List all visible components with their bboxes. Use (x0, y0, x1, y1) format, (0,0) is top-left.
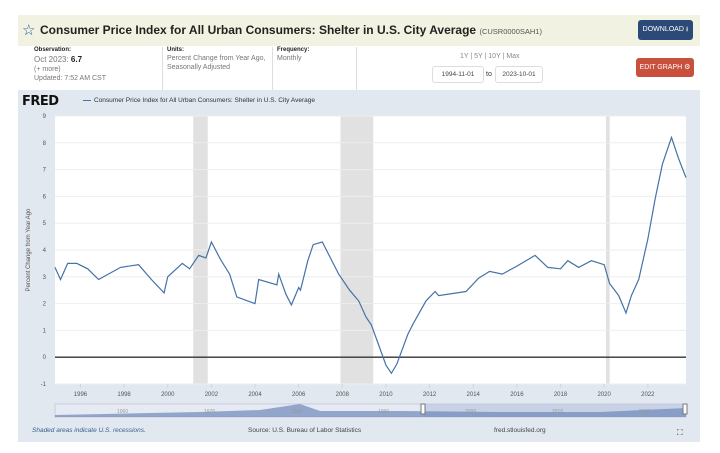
x-tick-label: 2004 (248, 392, 262, 398)
fred-logo: FRED (22, 94, 59, 109)
y-tick-label: 7 (43, 168, 47, 174)
navigator-label: 1970 (204, 409, 215, 415)
y-tick-label: 2 (43, 302, 47, 308)
more-link[interactable]: (+ more) (34, 66, 61, 73)
x-tick-label: 2022 (641, 392, 655, 398)
gear-icon: ⚙ (684, 64, 691, 71)
start-date-input[interactable]: 1994-11-01 (432, 66, 484, 83)
obs-value: 6.7 (70, 55, 83, 64)
series-id: (CUSR0000SAH1) (479, 27, 542, 36)
page-title: Consumer Price Index for All Urban Consu… (40, 23, 542, 37)
y-tick-label: -1 (41, 382, 47, 388)
navigator-label: 1960 (117, 409, 128, 415)
source: Source: U.S. Bureau of Labor Statistics (248, 427, 362, 434)
end-date-input[interactable]: 2023-10-01 (495, 66, 543, 83)
x-tick-label: 2012 (423, 392, 437, 398)
recession-note: Shaded areas indicate U.S. recessions. (32, 427, 146, 434)
download-icon: ⭳ (685, 26, 689, 33)
y-tick-label: 4 (43, 248, 47, 254)
y-axis-label: Percent Change from Year Ago (26, 208, 32, 291)
observation: Observation: Oct 2023: 6.7 (+ more) Upda… (34, 47, 106, 82)
legend: Consumer Price Index for All Urban Consu… (83, 97, 315, 104)
x-tick-label: 1998 (117, 392, 131, 398)
title-bar: ☆ Consumer Price Index for All Urban Con… (18, 15, 700, 46)
navigator-label: 2010 (552, 409, 563, 415)
x-tick-label: 2002 (205, 392, 219, 398)
x-tick-label: 2006 (292, 392, 306, 398)
x-tick-label: 2020 (597, 392, 611, 398)
to-label: to (486, 71, 492, 78)
y-tick-label: 1 (43, 328, 47, 334)
x-tick-label: 2016 (510, 392, 524, 398)
x-tick-label: 2018 (554, 392, 568, 398)
legend-swatch (83, 99, 91, 102)
edit-graph-button[interactable]: EDIT GRAPH ⚙ (636, 58, 694, 77)
navigator-label: 2020 (639, 409, 650, 415)
x-tick-label: 2008 (336, 392, 350, 398)
x-tick-label: 2014 (467, 392, 481, 398)
site-link[interactable]: fred.stlouisfed.org (494, 427, 546, 434)
x-tick-label: 2010 (379, 392, 393, 398)
units: Units: Percent Change from Year Ago, Seas… (167, 47, 266, 71)
y-tick-label: 6 (43, 194, 47, 200)
star-icon[interactable]: ☆ (22, 22, 36, 39)
navigator-series (55, 404, 686, 417)
x-tick-label: 2000 (161, 392, 175, 398)
y-tick-label: 9 (43, 114, 47, 120)
navigator-label: 1990 (378, 409, 389, 415)
fullscreen-icon[interactable]: ⛶ (677, 428, 683, 437)
y-tick-label: 0 (43, 355, 47, 361)
y-tick-label: 5 (43, 221, 47, 227)
frequency: Frequency: Monthly (277, 47, 310, 62)
navigator-handle-right (682, 403, 688, 415)
navigator-label: 1980 (291, 409, 302, 415)
download-button[interactable]: DOWNLOAD ⭳ (638, 20, 693, 40)
navigator-label: 2000 (465, 409, 476, 415)
x-tick-label: 1996 (74, 392, 88, 398)
y-tick-label: 3 (43, 275, 47, 281)
range-presets[interactable]: 1Y | 5Y | 10Y | Max (460, 53, 520, 60)
y-tick-label: 8 (43, 141, 47, 147)
navigator-handle-left (420, 403, 426, 415)
